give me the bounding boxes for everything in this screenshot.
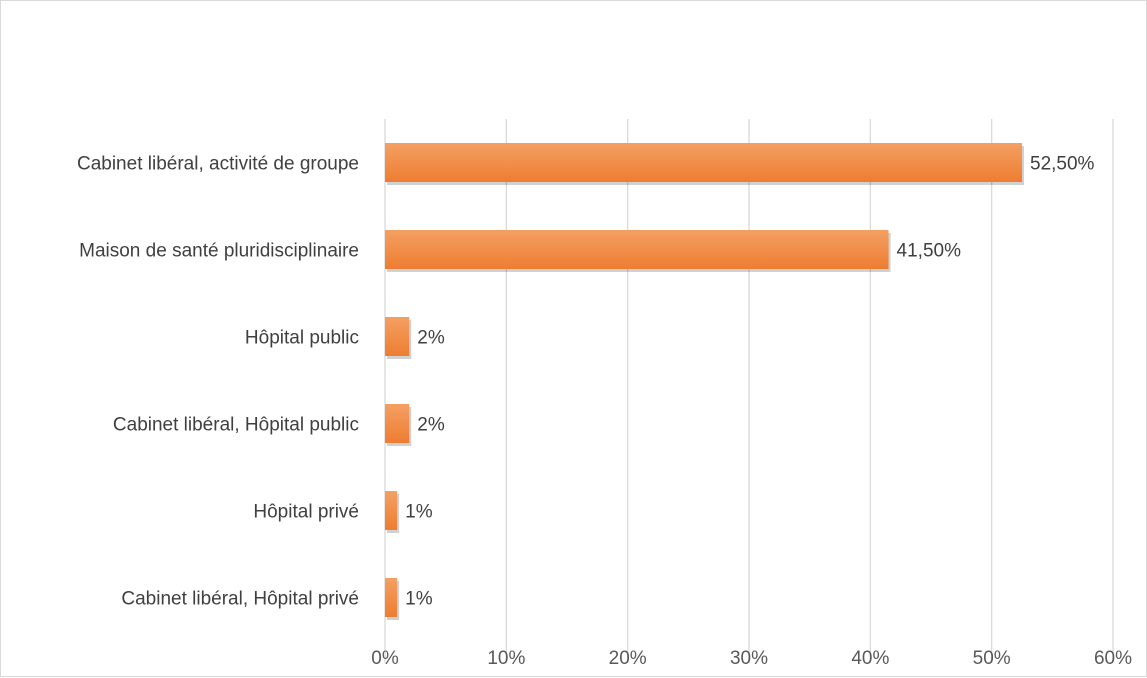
x-tick-label: 10%	[487, 648, 525, 669]
x-tick-label: 50%	[973, 648, 1011, 669]
x-tick-label: 40%	[851, 648, 889, 669]
gridlines	[384, 119, 1114, 663]
category-label: Hôpital privé	[253, 502, 359, 523]
data-label: 1%	[405, 589, 433, 610]
x-tick-label: 30%	[730, 648, 768, 669]
x-tick-label: 20%	[609, 648, 647, 669]
data-label: 2%	[417, 415, 445, 436]
bar	[385, 404, 410, 443]
category-label: Maison de santé pluridisciplinaire	[79, 241, 359, 262]
data-labels: 52,50% 41,50% 2% 2% 1% 1%	[405, 154, 1094, 610]
x-tick-label: 0%	[371, 648, 399, 669]
data-label: 2%	[417, 328, 445, 349]
category-label: Cabinet libéral, Hôpital public	[113, 415, 359, 436]
bar	[385, 317, 410, 356]
bar	[385, 578, 398, 617]
bar	[385, 491, 398, 530]
category-label: Hôpital public	[245, 328, 359, 349]
data-label: 41,50%	[897, 241, 962, 262]
category-label: Cabinet libéral, activité de groupe	[77, 154, 359, 175]
bar	[385, 230, 889, 269]
bars	[385, 143, 1024, 620]
x-axis-tick-labels: 0% 10% 20% 30% 40% 50% 60%	[371, 648, 1132, 669]
category-labels: Cabinet libéral, activité de groupe Maiso…	[77, 154, 359, 610]
data-label: 1%	[405, 502, 433, 523]
bar	[385, 143, 1022, 182]
category-label: Cabinet libéral, Hôpital privé	[121, 589, 359, 610]
x-tick-label: 60%	[1094, 648, 1132, 669]
data-label: 52,50%	[1030, 154, 1095, 175]
